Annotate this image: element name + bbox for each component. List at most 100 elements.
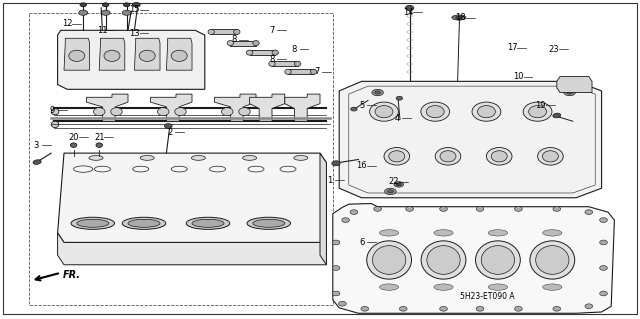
Text: 7: 7 [314, 67, 319, 76]
Ellipse shape [239, 108, 250, 116]
Ellipse shape [93, 108, 105, 116]
Ellipse shape [96, 143, 102, 147]
Ellipse shape [247, 217, 291, 229]
Text: 12: 12 [62, 19, 72, 28]
Text: 4: 4 [394, 114, 399, 122]
Ellipse shape [374, 207, 381, 211]
Ellipse shape [253, 219, 285, 227]
Text: 1: 1 [327, 176, 332, 185]
Polygon shape [272, 61, 298, 66]
Ellipse shape [375, 91, 380, 94]
Ellipse shape [396, 96, 403, 100]
Ellipse shape [477, 106, 495, 118]
Polygon shape [285, 94, 320, 121]
Text: 20: 20 [68, 133, 79, 142]
Ellipse shape [388, 190, 393, 193]
Ellipse shape [440, 151, 456, 162]
Ellipse shape [104, 50, 120, 61]
Ellipse shape [69, 50, 84, 61]
Ellipse shape [332, 265, 340, 270]
Text: 19: 19 [536, 101, 546, 110]
Ellipse shape [553, 306, 561, 311]
Ellipse shape [192, 219, 224, 227]
Ellipse shape [33, 160, 41, 164]
Text: 9: 9 [50, 106, 55, 115]
Ellipse shape [294, 61, 301, 66]
Ellipse shape [80, 3, 86, 7]
Text: FR.: FR. [63, 270, 81, 280]
Ellipse shape [434, 230, 453, 236]
Ellipse shape [140, 50, 156, 61]
Ellipse shape [246, 50, 253, 55]
Text: 16: 16 [356, 161, 367, 170]
Ellipse shape [51, 121, 59, 128]
Polygon shape [214, 94, 256, 121]
Ellipse shape [585, 304, 593, 309]
Polygon shape [250, 50, 275, 55]
Ellipse shape [600, 240, 607, 245]
Ellipse shape [191, 155, 205, 160]
Ellipse shape [221, 108, 233, 116]
Ellipse shape [102, 3, 109, 7]
Polygon shape [64, 38, 90, 70]
Ellipse shape [186, 217, 230, 229]
Ellipse shape [89, 155, 103, 160]
Polygon shape [166, 38, 192, 70]
Ellipse shape [350, 210, 358, 215]
Ellipse shape [172, 50, 188, 61]
Ellipse shape [394, 182, 404, 187]
Ellipse shape [543, 230, 562, 236]
Ellipse shape [486, 147, 512, 165]
Ellipse shape [536, 246, 569, 274]
Text: 11: 11 [97, 26, 108, 35]
Text: 13: 13 [129, 29, 140, 38]
Ellipse shape [164, 123, 172, 129]
Text: 6: 6 [359, 238, 364, 247]
Ellipse shape [488, 230, 508, 236]
Ellipse shape [339, 301, 346, 306]
Ellipse shape [515, 306, 522, 311]
Ellipse shape [600, 218, 607, 223]
Ellipse shape [435, 147, 461, 165]
Ellipse shape [396, 183, 401, 186]
Ellipse shape [253, 41, 259, 46]
Ellipse shape [332, 291, 340, 296]
Ellipse shape [585, 210, 593, 215]
Ellipse shape [456, 16, 462, 19]
Ellipse shape [600, 265, 607, 270]
Ellipse shape [427, 246, 460, 274]
Ellipse shape [567, 91, 573, 94]
Ellipse shape [79, 10, 88, 15]
Text: 15: 15 [129, 5, 140, 14]
Ellipse shape [285, 69, 291, 74]
Text: 5H23-ET090 A: 5H23-ET090 A [460, 292, 515, 301]
Ellipse shape [389, 151, 405, 162]
Ellipse shape [600, 291, 607, 296]
Ellipse shape [243, 155, 257, 160]
Ellipse shape [476, 207, 484, 211]
Text: 23: 23 [548, 45, 559, 54]
Ellipse shape [434, 284, 453, 290]
Ellipse shape [384, 147, 410, 165]
Ellipse shape [132, 3, 140, 7]
Text: 17: 17 [507, 43, 517, 52]
Polygon shape [58, 233, 326, 265]
Ellipse shape [472, 102, 500, 121]
Ellipse shape [488, 284, 508, 290]
Ellipse shape [342, 218, 349, 223]
Text: 22: 22 [388, 177, 399, 186]
Ellipse shape [380, 284, 399, 290]
Ellipse shape [530, 241, 575, 279]
Ellipse shape [157, 108, 169, 116]
Text: 14: 14 [403, 8, 413, 17]
Ellipse shape [385, 188, 396, 195]
Ellipse shape [332, 161, 340, 166]
Ellipse shape [77, 219, 109, 227]
Text: 21: 21 [94, 133, 104, 142]
Ellipse shape [272, 50, 278, 55]
Ellipse shape [51, 108, 59, 115]
Ellipse shape [564, 89, 575, 96]
Polygon shape [557, 77, 592, 93]
Ellipse shape [294, 155, 308, 160]
Ellipse shape [515, 207, 522, 211]
